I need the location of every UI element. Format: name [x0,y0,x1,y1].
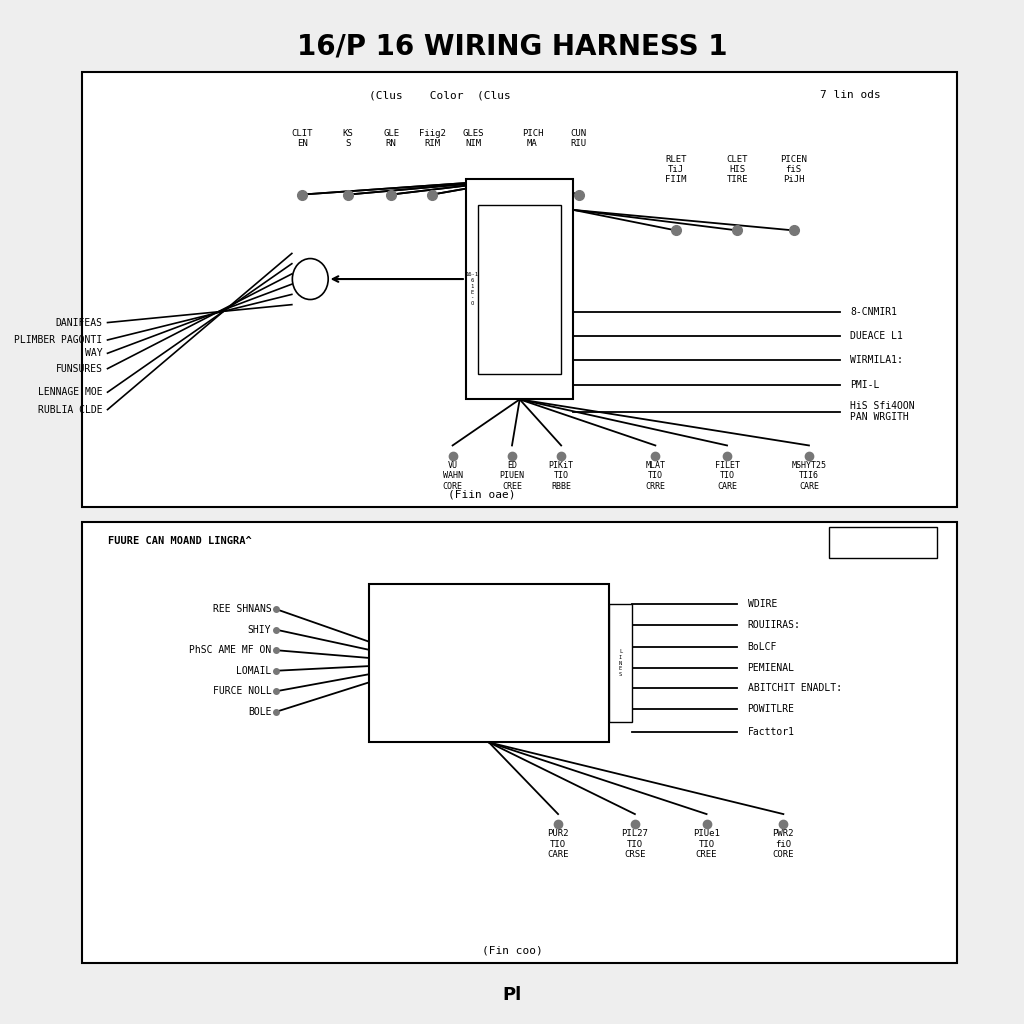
Text: ED
PIUEN
CREE: ED PIUEN CREE [500,461,524,490]
Text: 8-CNMIR1: 8-CNMIR1 [850,307,897,317]
Text: FURCE NOLL: FURCE NOLL [213,686,271,696]
Text: MLAT
TIO
CRRE: MLAT TIO CRRE [645,461,666,490]
Text: FUNSURES: FUNSURES [55,364,102,374]
Text: KS
S: KS S [343,129,353,148]
Text: BoLCF: BoLCF [748,642,777,652]
Text: GLES
NIM: GLES NIM [463,129,483,148]
Text: WAY: WAY [85,348,102,358]
Text: VERON SENEATT (S): VERON SENEATT (S) [439,666,539,676]
Text: LENNAGE MOE: LENNAGE MOE [38,387,102,397]
Text: MSHYT25
TII6
CARE: MSHYT25 TII6 CARE [792,461,826,490]
Text: Fiig2
RIM: Fiig2 RIM [419,129,445,148]
Text: PMI-L: PMI-L [850,380,880,390]
Text: L
I
N
E
S: L I N E S [618,649,623,677]
Bar [466,179,573,399]
Text: ABITCHIT ENADLT:: ABITCHIT ENADLT: [748,683,842,693]
Text: PhSC AME MF ON: PhSC AME MF ON [189,645,271,655]
Text: BOLE: BOLE [248,707,271,717]
Bar [82,72,957,507]
Text: HiS Sfi4OON
PAN WRGITH: HiS Sfi4OON PAN WRGITH [850,400,914,423]
Text: DUEACE L1: DUEACE L1 [850,331,903,341]
Ellipse shape [293,258,328,299]
Text: SHIY: SHIY [248,625,271,635]
Text: PWR2
fiO
CORE: PWR2 fiO CORE [773,829,794,859]
Text: WDIRE: WDIRE [748,599,777,609]
Bar [82,522,957,963]
Bar [478,205,561,374]
Text: PUR2
TIO
CARE: PUR2 TIO CARE [548,829,568,859]
Text: WIRMILA1:: WIRMILA1: [850,355,903,366]
Text: (Fiin oae): (Fiin oae) [447,489,515,500]
Text: CUN
RIU: CUN RIU [570,129,587,148]
Text: 16-1
6
1
E
-
O: 16-1 6 1 E - O [466,272,478,306]
Bar [609,604,632,722]
Text: ROUIIRAS:: ROUIIRAS: [748,620,801,630]
Text: PICEN
fiS
PiJH: PICEN fiS PiJH [780,155,807,184]
Bar [829,527,937,558]
Text: HOCMION AST (0): HOCMION AST (0) [444,709,534,719]
Text: Velule: Velule [863,538,904,548]
Text: FILET
TIO
CARE: FILET TIO CARE [715,461,739,490]
Text: REE SHNANS: REE SHNANS [213,604,271,614]
Text: PIUe1
TIO
CREE: PIUe1 TIO CREE [693,829,720,859]
Bar [369,584,609,742]
Text: GLE
RN: GLE RN [383,129,399,148]
Text: LOMAIL: LOMAIL [237,666,271,676]
Text: POWITLRE: POWITLRE [748,703,795,714]
Text: 7 lin ods: 7 lin ods [819,90,881,100]
Text: FUURE CAN MOAND LINGRA^: FUURE CAN MOAND LINGRA^ [108,536,251,546]
Text: CLIT
EN: CLIT EN [292,129,312,148]
Text: Facttor1: Facttor1 [748,727,795,737]
Text: PIL27
TIO
CRSE: PIL27 TIO CRSE [622,829,648,859]
Text: RUBLIA CLDE: RUBLIA CLDE [38,404,102,415]
Text: CLET
HIS
TIRE: CLET HIS TIRE [727,155,748,184]
Text: PEMIENAL: PEMIENAL [748,663,795,673]
Text: VU
WAHN
CORE: VU WAHN CORE [442,461,463,490]
Text: DANIFEAS: DANIFEAS [55,317,102,328]
Text: RYMAR ASADE S): RYMAR ASADE S) [447,624,530,633]
Text: Pl: Pl [503,986,521,1005]
Text: PLIMBER PAGONTI: PLIMBER PAGONTI [14,335,102,345]
Text: (Fin coo): (Fin coo) [481,945,543,955]
Text: PICH
MA: PICH MA [522,129,543,148]
Text: (Clus    Color  (Clus: (Clus Color (Clus [370,90,511,100]
Text: 16/P 16 WIRING HARNESS 1: 16/P 16 WIRING HARNESS 1 [297,32,727,60]
Text: RLET
TiJ
FIIM: RLET TiJ FIIM [666,155,686,184]
Text: PIKiT
TIO
RBBE: PIKiT TIO RBBE [549,461,573,490]
